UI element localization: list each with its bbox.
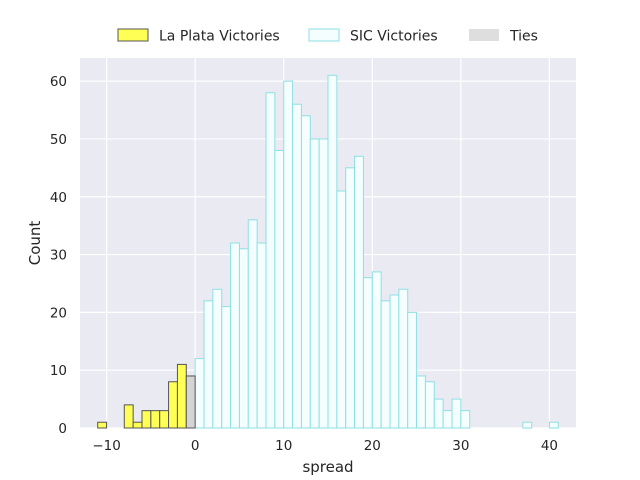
histogram-bar [132,421,143,429]
histogram-bar [433,398,444,429]
histogram-bar [300,115,311,429]
legend-label: La Plata Victories [159,29,280,45]
histogram-bar [247,219,258,429]
x-tick-label: 0 [191,438,200,454]
histogram-bar [318,138,329,429]
histogram-bar [150,410,161,429]
histogram-bar [336,190,347,429]
legend-label: Ties [509,29,538,45]
y-tick-label: 0 [58,421,67,437]
histogram-bar [168,381,178,429]
y-axis-label: Count [26,221,44,266]
y-axis-ticks: 0 10 20 30 40 50 60 [50,74,67,437]
legend-swatch [308,28,340,42]
histogram-bar [442,410,453,429]
histogram-bar [354,155,364,429]
x-tick-label: 40 [541,438,558,454]
histogram-bar [265,92,276,429]
histogram-bar [522,421,533,429]
legend: La Plata Victories SIC Victories Ties [117,28,538,45]
histogram-bar [548,421,559,429]
histogram-bar [221,306,232,429]
histogram-bar [389,294,400,429]
x-tick-label: 10 [275,438,292,454]
histogram-bars [97,74,559,429]
histogram-bar [362,277,373,429]
x-axis-ticks: −10 0 10 20 30 40 [92,438,558,454]
histogram-bar [292,103,302,429]
histogram-bar [327,74,338,429]
x-tick-label: −10 [92,438,121,454]
histogram-bar [176,363,187,429]
histogram-bar [203,300,214,429]
legend-label: SIC Victories [350,29,438,45]
x-axis-label: spread [302,458,353,476]
histogram-bar [141,410,152,429]
histogram-bar [274,150,285,429]
histogram-bar [123,404,134,429]
legend-swatch [117,28,149,42]
y-tick-label: 50 [50,132,67,148]
y-tick-label: 30 [50,248,67,264]
histogram-bar [97,421,108,429]
histogram-bar [345,167,356,429]
y-tick-label: 10 [50,363,67,379]
histogram-bar [185,375,196,429]
histogram-bar [256,242,267,429]
y-tick-label: 60 [50,74,67,90]
histogram-bar [238,248,249,429]
y-tick-label: 40 [50,190,67,206]
histogram-bar [283,80,294,429]
histogram-bar [159,410,170,429]
x-tick-label: 20 [364,438,381,454]
histogram-bar [407,311,418,429]
histogram-bar [451,398,462,429]
histogram-bar [230,242,240,429]
histogram-bar [380,300,391,429]
x-tick-label: 30 [452,438,469,454]
histogram-bar [309,138,320,429]
y-tick-label: 20 [50,305,67,321]
histogram-bar [398,288,409,429]
histogram-bar [212,288,223,429]
histogram-bar [416,375,426,429]
legend-swatch [469,29,499,41]
histogram-bar [194,358,205,429]
histogram-bar [371,271,382,429]
histogram-bar [424,381,435,429]
histogram-bar [460,410,471,429]
